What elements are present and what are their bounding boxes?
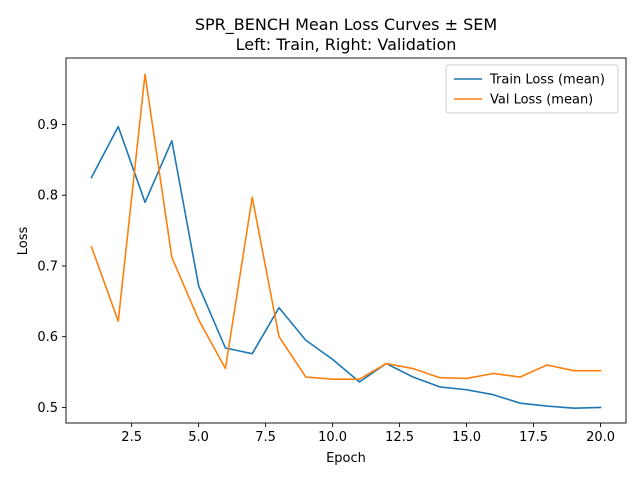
y-tick-label: 0.7 [37, 259, 58, 274]
legend-label-0: Train Loss (mean) [489, 73, 605, 88]
legend-box [445, 64, 619, 114]
x-tick-label: 7.5 [255, 430, 276, 445]
series-line-0 [90, 125, 602, 409]
y-tick-label: 0.8 [37, 189, 58, 204]
x-tick-label: 12.5 [385, 430, 414, 445]
x-tick-label: 2.5 [121, 430, 142, 445]
y-tick-label: 0.6 [37, 330, 58, 345]
x-tick-label: 15.0 [452, 430, 481, 445]
plot-area [90, 73, 602, 409]
axes: 2.5 5.0 7.5 10.0 12.5 15.0 17.5 20.0 0.5 0.6 0.7 0.… [37, 57, 627, 445]
x-axis-label: Epoch [326, 451, 366, 466]
chart-title-line-1: SPR_BENCH Mean Loss Curves ± SEM [195, 15, 497, 35]
series-line-1 [90, 73, 602, 380]
x-tick-label: 20.0 [586, 430, 615, 445]
chart-title-line-2: Left: Train, Right: Validation [236, 35, 457, 54]
y-tick-label: 0.5 [37, 401, 58, 416]
x-tick-label: 10.0 [318, 430, 347, 445]
y-tick-label: 0.9 [37, 118, 58, 133]
x-tick-label: 17.5 [519, 430, 548, 445]
axes-frame [65, 57, 627, 424]
y-axis-label: Loss [16, 227, 31, 256]
legend-label-1: Val Loss (mean) [490, 93, 593, 108]
x-tick-label: 5.0 [188, 430, 209, 445]
legend: Train Loss (mean) Val Loss (mean) [445, 64, 619, 114]
